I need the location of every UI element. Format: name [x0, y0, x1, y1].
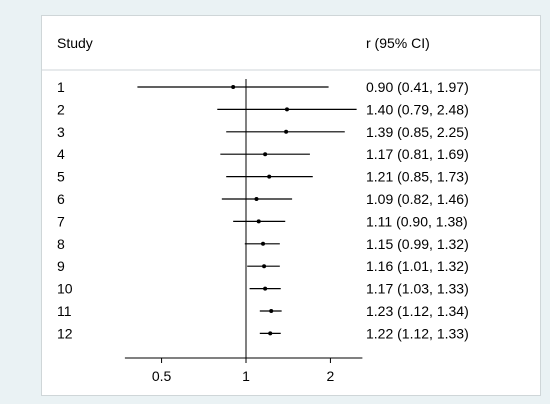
- study-label: 12: [57, 325, 73, 341]
- study-column-header: Study: [57, 35, 93, 51]
- study-label: 8: [57, 236, 65, 252]
- study-label: 7: [57, 213, 65, 229]
- estimate-text: 1.09 (0.82, 1.46): [366, 191, 469, 207]
- estimate-text: 1.17 (0.81, 1.69): [366, 146, 469, 162]
- study-label: 1: [57, 79, 65, 95]
- estimate-text: 1.39 (0.85, 2.25): [366, 124, 469, 140]
- point-estimate: [261, 241, 266, 246]
- plot-panel: [41, 15, 541, 396]
- estimate-text: 1.11 (0.90, 1.38): [366, 213, 468, 229]
- estimate-text: 1.17 (1.03, 1.33): [366, 281, 469, 297]
- point-estimate: [284, 129, 289, 134]
- x-axis: 0.5 1 2: [124, 79, 363, 384]
- study-label: 4: [57, 146, 65, 162]
- estimate-column-header: r (95% CI): [366, 35, 430, 51]
- point-estimate: [256, 219, 261, 224]
- point-estimate: [267, 174, 272, 179]
- study-rows: 1 0.90 (0.41, 1.97) 2 1.40 (0.79, 2.48) 3 1.3…: [57, 79, 469, 341]
- study-label: 6: [57, 191, 65, 207]
- point-estimate: [263, 286, 268, 291]
- estimate-text: 1.15 (0.99, 1.32): [366, 236, 469, 252]
- point-estimate: [254, 197, 259, 201]
- study-label: 9: [57, 258, 65, 274]
- study-label: 2: [57, 101, 65, 117]
- study-label: 3: [57, 124, 65, 140]
- x-tick-label: 1: [242, 368, 250, 384]
- estimate-text: 1.16 (1.01, 1.32): [366, 258, 469, 274]
- estimate-text: 1.40 (0.79, 2.48): [366, 101, 469, 117]
- point-estimate: [231, 85, 236, 89]
- point-estimate: [263, 152, 268, 157]
- study-label: 10: [57, 281, 73, 297]
- point-estimate: [284, 107, 289, 112]
- x-tick-label: 0.5: [152, 368, 172, 384]
- study-label: 11: [57, 303, 72, 319]
- estimate-text: 1.22 (1.12, 1.33): [366, 325, 469, 341]
- point-estimate: [262, 264, 267, 269]
- point-estimate: [269, 309, 274, 313]
- estimate-text: 0.90 (0.41, 1.97): [366, 79, 469, 95]
- estimate-text: 1.23 (1.12, 1.34): [366, 303, 469, 319]
- study-label: 5: [57, 169, 65, 185]
- estimate-text: 1.21 (0.85, 1.73): [366, 169, 469, 185]
- point-estimate: [268, 331, 273, 336]
- x-tick-label: 2: [327, 368, 335, 384]
